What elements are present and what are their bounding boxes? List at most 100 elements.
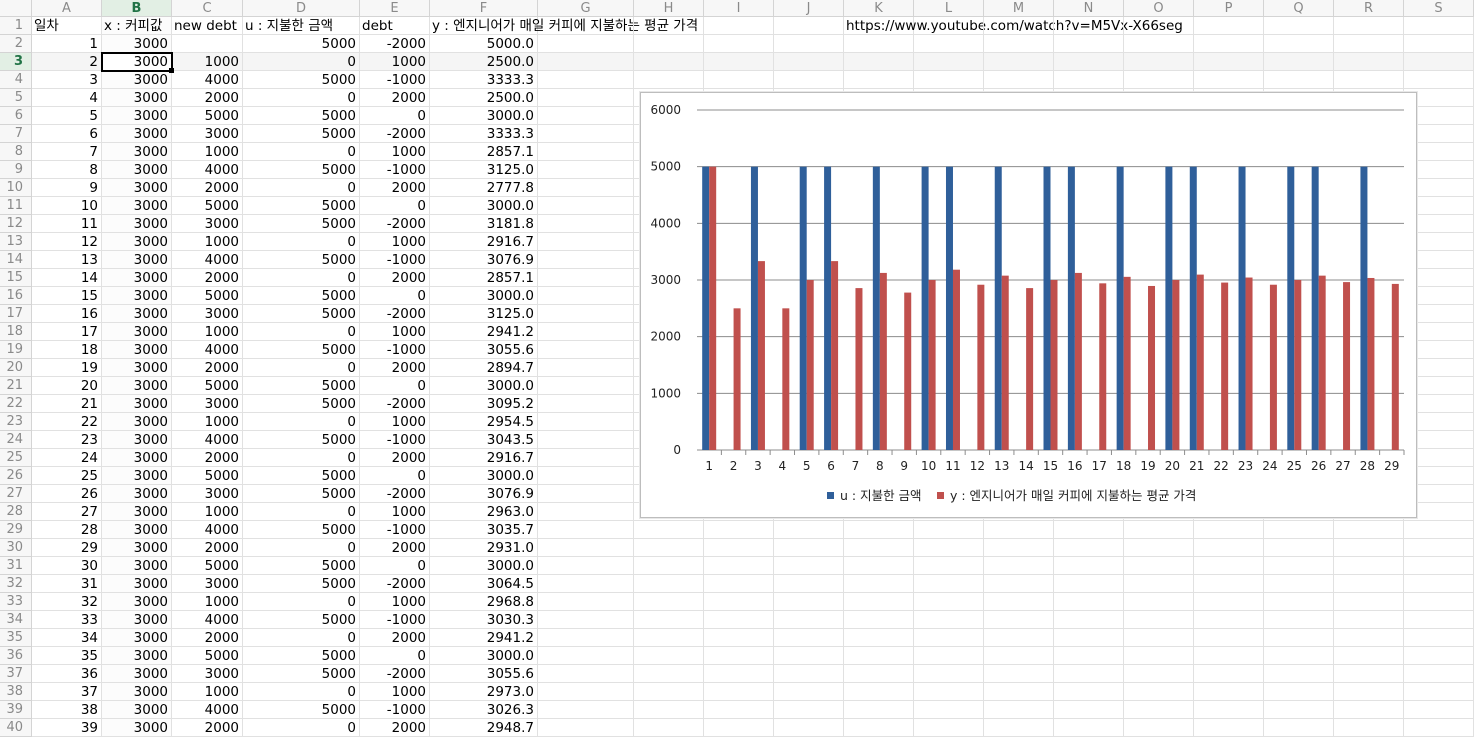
data-cell-g7[interactable] xyxy=(538,125,634,143)
data-cell-b10[interactable]: 3000 xyxy=(102,179,172,197)
data-cell-s15[interactable] xyxy=(1404,269,1474,287)
data-cell-d11[interactable]: 5000 xyxy=(243,197,360,215)
data-cell-f12[interactable]: 3181.8 xyxy=(430,215,538,233)
data-cell-i34[interactable] xyxy=(704,611,774,629)
data-cell-m40[interactable] xyxy=(984,719,1054,737)
data-cell-b8[interactable]: 3000 xyxy=(102,143,172,161)
data-cell-k36[interactable] xyxy=(844,647,914,665)
data-cell-i40[interactable] xyxy=(704,719,774,737)
data-cell-f35[interactable]: 2941.2 xyxy=(430,629,538,647)
data-cell-c35[interactable]: 2000 xyxy=(172,629,243,647)
header-cell-j1[interactable] xyxy=(774,17,844,35)
row-header-22[interactable]: 22 xyxy=(0,395,32,413)
data-cell-m35[interactable] xyxy=(984,629,1054,647)
data-cell-f22[interactable]: 3095.2 xyxy=(430,395,538,413)
data-cell-g33[interactable] xyxy=(538,593,634,611)
row-header-12[interactable]: 12 xyxy=(0,215,32,233)
header-cell-h1[interactable] xyxy=(634,17,704,35)
data-cell-b27[interactable]: 3000 xyxy=(102,485,172,503)
data-cell-b38[interactable]: 3000 xyxy=(102,683,172,701)
data-cell-d17[interactable]: 5000 xyxy=(243,305,360,323)
data-cell-a8[interactable]: 7 xyxy=(32,143,102,161)
data-cell-n38[interactable] xyxy=(1054,683,1124,701)
data-cell-f18[interactable]: 2941.2 xyxy=(430,323,538,341)
data-cell-a12[interactable]: 11 xyxy=(32,215,102,233)
data-cell-i38[interactable] xyxy=(704,683,774,701)
data-cell-d10[interactable]: 0 xyxy=(243,179,360,197)
data-cell-d37[interactable]: 5000 xyxy=(243,665,360,683)
data-cell-m3[interactable] xyxy=(984,53,1054,71)
data-cell-p3[interactable] xyxy=(1194,53,1264,71)
data-cell-h34[interactable] xyxy=(634,611,704,629)
data-cell-p35[interactable] xyxy=(1194,629,1264,647)
data-cell-l2[interactable] xyxy=(914,35,984,53)
data-cell-e40[interactable]: 2000 xyxy=(360,719,430,737)
data-cell-d21[interactable]: 5000 xyxy=(243,377,360,395)
data-cell-h4[interactable] xyxy=(634,71,704,89)
data-cell-d19[interactable]: 5000 xyxy=(243,341,360,359)
data-cell-b7[interactable]: 3000 xyxy=(102,125,172,143)
data-cell-b37[interactable]: 3000 xyxy=(102,665,172,683)
data-cell-r39[interactable] xyxy=(1334,701,1404,719)
header-cell-p1[interactable] xyxy=(1194,17,1264,35)
data-cell-k35[interactable] xyxy=(844,629,914,647)
data-cell-c2[interactable] xyxy=(172,35,243,53)
data-cell-c4[interactable]: 4000 xyxy=(172,71,243,89)
row-header-18[interactable]: 18 xyxy=(0,323,32,341)
data-cell-d16[interactable]: 5000 xyxy=(243,287,360,305)
data-cell-c16[interactable]: 5000 xyxy=(172,287,243,305)
data-cell-b30[interactable]: 3000 xyxy=(102,539,172,557)
data-cell-f14[interactable]: 3076.9 xyxy=(430,251,538,269)
data-cell-r32[interactable] xyxy=(1334,575,1404,593)
data-cell-d30[interactable]: 0 xyxy=(243,539,360,557)
data-cell-e32[interactable]: -2000 xyxy=(360,575,430,593)
data-cell-d2[interactable]: 5000 xyxy=(243,35,360,53)
data-cell-n29[interactable] xyxy=(1054,521,1124,539)
data-cell-q31[interactable] xyxy=(1264,557,1334,575)
data-cell-l37[interactable] xyxy=(914,665,984,683)
data-cell-c19[interactable]: 4000 xyxy=(172,341,243,359)
data-cell-g4[interactable] xyxy=(538,71,634,89)
data-cell-j32[interactable] xyxy=(774,575,844,593)
data-cell-o32[interactable] xyxy=(1124,575,1194,593)
data-cell-p39[interactable] xyxy=(1194,701,1264,719)
data-cell-d35[interactable]: 0 xyxy=(243,629,360,647)
data-cell-g17[interactable] xyxy=(538,305,634,323)
data-cell-k37[interactable] xyxy=(844,665,914,683)
data-cell-a29[interactable]: 28 xyxy=(32,521,102,539)
header-cell-s1[interactable] xyxy=(1404,17,1474,35)
data-cell-e28[interactable]: 1000 xyxy=(360,503,430,521)
data-cell-c34[interactable]: 4000 xyxy=(172,611,243,629)
data-cell-e20[interactable]: 2000 xyxy=(360,359,430,377)
data-cell-b20[interactable]: 3000 xyxy=(102,359,172,377)
data-cell-f17[interactable]: 3125.0 xyxy=(430,305,538,323)
data-cell-h29[interactable] xyxy=(634,521,704,539)
data-cell-d26[interactable]: 5000 xyxy=(243,467,360,485)
data-cell-a13[interactable]: 12 xyxy=(32,233,102,251)
data-cell-c40[interactable]: 2000 xyxy=(172,719,243,737)
row-header-36[interactable]: 36 xyxy=(0,647,32,665)
data-cell-e22[interactable]: -2000 xyxy=(360,395,430,413)
data-cell-g31[interactable] xyxy=(538,557,634,575)
data-cell-s9[interactable] xyxy=(1404,161,1474,179)
data-cell-e5[interactable]: 2000 xyxy=(360,89,430,107)
data-cell-k29[interactable] xyxy=(844,521,914,539)
row-header-13[interactable]: 13 xyxy=(0,233,32,251)
data-cell-b2[interactable]: 3000 xyxy=(102,35,172,53)
data-cell-j40[interactable] xyxy=(774,719,844,737)
data-cell-l35[interactable] xyxy=(914,629,984,647)
data-cell-c23[interactable]: 1000 xyxy=(172,413,243,431)
data-cell-m33[interactable] xyxy=(984,593,1054,611)
data-cell-c18[interactable]: 1000 xyxy=(172,323,243,341)
data-cell-d38[interactable]: 0 xyxy=(243,683,360,701)
data-cell-n4[interactable] xyxy=(1054,71,1124,89)
data-cell-c15[interactable]: 2000 xyxy=(172,269,243,287)
data-cell-q39[interactable] xyxy=(1264,701,1334,719)
data-cell-a19[interactable]: 18 xyxy=(32,341,102,359)
header-cell-a1[interactable]: 일차 xyxy=(32,17,102,35)
data-cell-d40[interactable]: 0 xyxy=(243,719,360,737)
column-header-j[interactable]: J xyxy=(774,0,844,17)
row-header-25[interactable]: 25 xyxy=(0,449,32,467)
data-cell-s29[interactable] xyxy=(1404,521,1474,539)
data-cell-e19[interactable]: -1000 xyxy=(360,341,430,359)
